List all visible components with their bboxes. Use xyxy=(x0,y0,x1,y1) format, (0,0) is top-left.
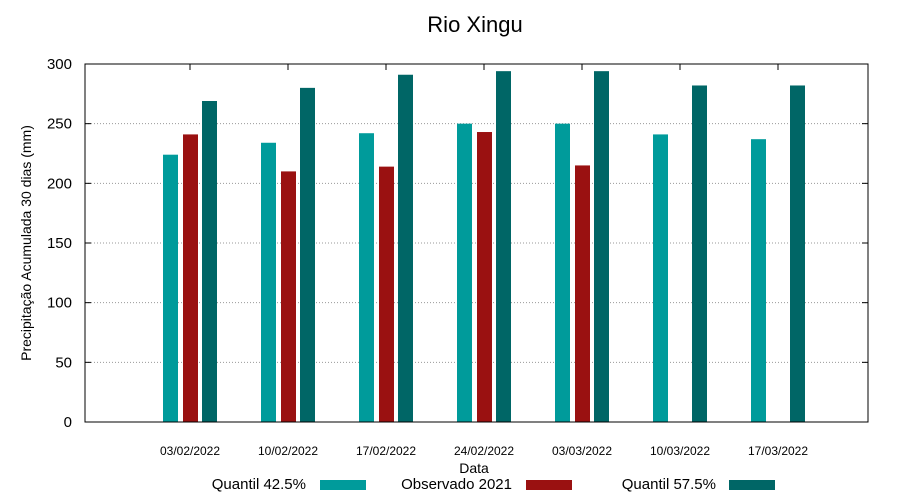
legend-swatch xyxy=(729,480,775,490)
bar xyxy=(163,154,178,422)
legend-swatch xyxy=(320,480,366,490)
x-axis-label: Data xyxy=(459,460,489,476)
bar xyxy=(457,123,472,423)
x-tick-label: 10/03/2022 xyxy=(650,444,710,458)
bar xyxy=(261,142,276,422)
x-tick-label: 17/03/2022 xyxy=(748,444,808,458)
bar xyxy=(594,71,609,422)
legend-label: Quantil 57.5% xyxy=(622,476,716,493)
y-tick-label: 200 xyxy=(47,175,72,192)
y-tick-label: 150 xyxy=(47,235,72,252)
bar xyxy=(183,134,198,422)
legend: Quantil 42.5% Observado 2021 Quantil 57.5% xyxy=(212,476,775,493)
y-tick-label: 100 xyxy=(47,295,72,312)
bars xyxy=(163,71,805,423)
x-tick-label: 17/02/2022 xyxy=(356,444,416,458)
bar xyxy=(359,133,374,423)
y-axis: 0 50 100 150 200 250 300 xyxy=(47,56,868,431)
bar xyxy=(575,165,590,422)
bar xyxy=(398,74,413,423)
x-axis: 03/02/2022 10/02/2022 17/02/2022 24/02/2022… xyxy=(160,64,808,458)
y-tick-label: 50 xyxy=(55,354,72,371)
bar xyxy=(300,87,315,422)
x-tick-label: 10/02/2022 xyxy=(258,444,318,458)
legend-label: Observado 2021 xyxy=(401,476,512,493)
bar xyxy=(555,123,570,423)
y-tick-label: 0 xyxy=(64,414,72,431)
bar xyxy=(281,171,296,422)
legend-swatch xyxy=(526,480,572,490)
y-tick-label: 300 xyxy=(47,56,72,73)
bar xyxy=(790,85,805,422)
legend-label: Quantil 42.5% xyxy=(212,476,306,493)
y-tick-label: 250 xyxy=(47,116,72,133)
bar xyxy=(202,100,217,422)
x-tick-label: 03/02/2022 xyxy=(160,444,220,458)
bar xyxy=(496,71,511,422)
bar xyxy=(379,166,394,422)
bar xyxy=(751,139,766,422)
x-tick-label: 03/03/2022 xyxy=(552,444,612,458)
bar xyxy=(692,85,707,422)
bar xyxy=(653,134,668,422)
bar xyxy=(477,132,492,422)
x-tick-label: 24/02/2022 xyxy=(454,444,514,458)
chart-title: Rio Xingu xyxy=(427,12,522,37)
y-axis-label: Precipitação Acumulada 30 dias (mm) xyxy=(18,125,34,361)
